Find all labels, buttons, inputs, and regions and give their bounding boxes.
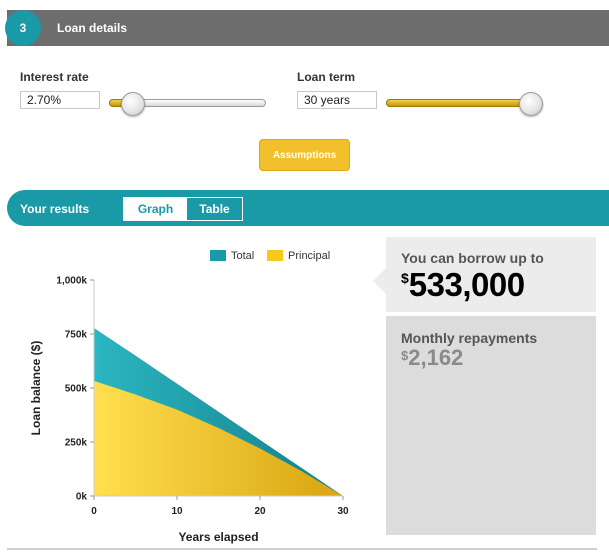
borrow-amount: $533,000 xyxy=(401,266,525,304)
x-tick-label: 30 xyxy=(337,506,349,517)
interest-slider-thumb[interactable] xyxy=(120,92,145,116)
repayments-amount: $2,162 xyxy=(401,345,463,371)
section-title: Loan details xyxy=(57,21,128,35)
interest-rate-label: Interest rate xyxy=(20,70,89,84)
legend-label-principal: Principal xyxy=(288,250,330,262)
loan-term-label: Loan term xyxy=(297,70,356,84)
loan-balance-chart: 0k 250k 500k 750k 1,000k 0 10 20 30 Years elapsed… xyxy=(29,250,349,544)
legend-swatch-principal xyxy=(267,250,283,261)
bottom-divider xyxy=(7,548,597,550)
x-tick-label: 10 xyxy=(171,506,183,517)
x-axis-label: Years elapsed xyxy=(178,530,258,544)
y-tick-label: 750k xyxy=(65,330,88,341)
results-view-tabs: Graph Table xyxy=(123,197,243,221)
x-tick-label: 0 xyxy=(91,506,97,517)
y-tick-label: 500k xyxy=(65,384,88,395)
term-slider-fill xyxy=(386,99,531,107)
y-tick-label: 250k xyxy=(65,438,88,449)
repayments-panel xyxy=(386,316,596,535)
y-tick-label: 0k xyxy=(76,492,88,503)
tab-graph[interactable]: Graph xyxy=(124,198,187,220)
assumptions-button[interactable]: Assumptions xyxy=(259,139,350,171)
tab-table[interactable]: Table xyxy=(199,202,230,216)
borrow-panel-pointer xyxy=(373,267,387,295)
section-number-badge: 3 xyxy=(5,10,41,46)
repayments-label: Monthly repayments xyxy=(401,330,538,346)
repay-currency: $ xyxy=(401,348,409,363)
borrow-label: You can borrow up to xyxy=(401,250,544,266)
interest-rate-input[interactable] xyxy=(20,91,100,109)
borrow-currency: $ xyxy=(401,270,409,286)
repay-value: 2,162 xyxy=(408,345,464,370)
borrow-panel xyxy=(386,237,596,312)
legend-label-total: Total xyxy=(231,250,254,262)
results-title: Your results xyxy=(20,202,90,216)
x-tick-label: 20 xyxy=(254,506,266,517)
area-principal xyxy=(94,380,343,496)
y-axis-label: Loan balance ($) xyxy=(29,341,43,436)
results-bar xyxy=(7,190,609,226)
legend-swatch-total xyxy=(210,250,226,261)
section-header xyxy=(7,10,609,46)
borrow-value: 533,000 xyxy=(408,266,525,303)
loan-term-input[interactable] xyxy=(297,91,377,109)
term-slider-thumb[interactable] xyxy=(519,92,543,116)
y-tick-label: 1,000k xyxy=(56,276,87,287)
